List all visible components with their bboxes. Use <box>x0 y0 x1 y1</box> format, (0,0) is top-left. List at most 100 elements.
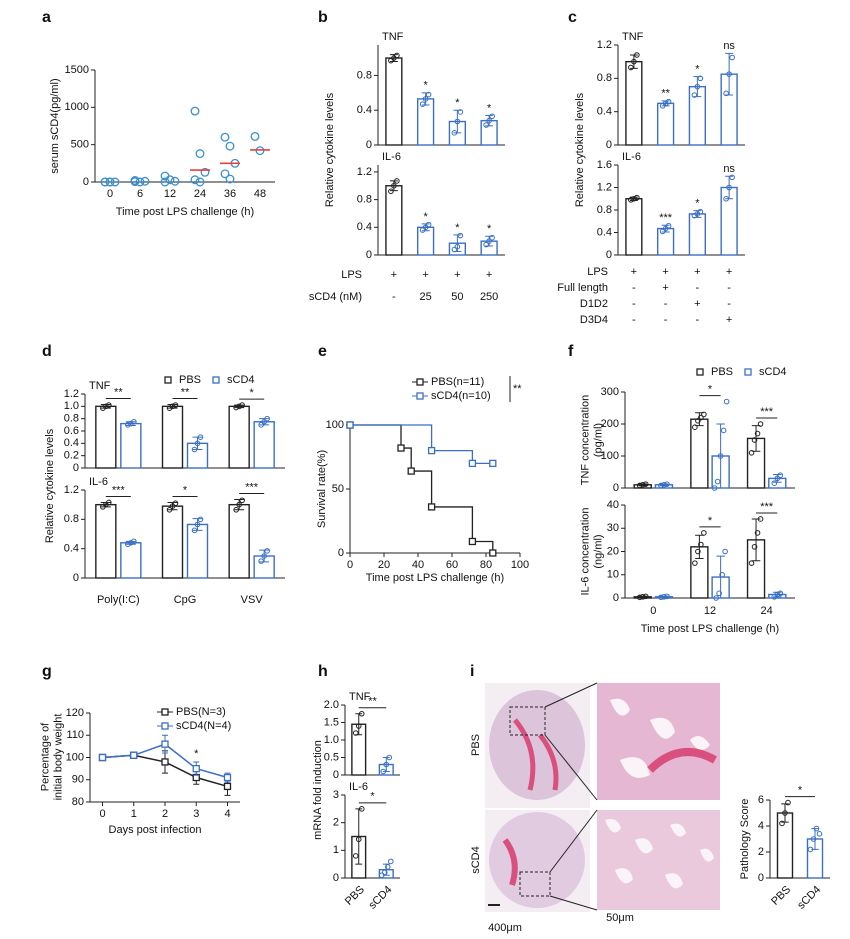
data-point <box>225 174 235 184</box>
condition-cell: - <box>632 282 636 294</box>
error-bar <box>421 92 430 106</box>
condition-cell: 250 <box>480 291 498 303</box>
data-point <box>131 538 137 545</box>
significance: * <box>708 384 713 396</box>
data-point <box>665 98 672 105</box>
error-bar <box>259 549 270 563</box>
y-tick-label: 100 <box>326 419 344 431</box>
error-bar <box>485 235 494 247</box>
y-tick-label: 0.4 <box>64 437 79 449</box>
data-point <box>774 475 781 482</box>
data-point <box>634 194 640 201</box>
condition-cell: - <box>392 291 396 303</box>
data-point <box>691 212 698 219</box>
bar <box>656 227 675 256</box>
bar <box>656 102 675 146</box>
data-point <box>236 403 242 410</box>
data-point <box>723 90 729 97</box>
data-point <box>807 846 814 853</box>
data-point <box>777 472 784 479</box>
significance: * <box>423 80 428 92</box>
data-point <box>105 177 115 187</box>
condition-cell: - <box>632 298 636 310</box>
y-tick-label: 90 <box>72 774 84 786</box>
y-tick-label: 120 <box>66 707 84 719</box>
y-tick-label: 0 <box>613 592 619 604</box>
error-bar <box>192 436 203 450</box>
x-tick-label: 0 <box>99 808 105 820</box>
data-point <box>782 810 788 816</box>
data-point <box>664 593 670 600</box>
condition-cell: - <box>727 298 731 310</box>
significance: *** <box>112 484 126 496</box>
data-point <box>636 594 643 601</box>
y-tick-label: 0.8 <box>357 194 372 206</box>
subplot-label: TNF <box>89 380 111 392</box>
data-point <box>662 100 669 107</box>
data-point <box>716 590 722 597</box>
y-tick-label: 0.8 <box>597 72 612 84</box>
data-point <box>195 177 205 187</box>
annotation: ** <box>513 383 522 395</box>
data-point <box>468 459 477 468</box>
x-tick-label: 12 <box>164 188 176 200</box>
x-tick-label: sCD4 <box>366 884 394 912</box>
data-point <box>195 149 205 159</box>
data-point <box>106 499 112 506</box>
data-point <box>161 740 169 748</box>
y-axis-label: serum sCD4(pg/ml) <box>49 78 61 173</box>
data-point <box>239 402 245 408</box>
data-point <box>407 467 415 475</box>
row-label: PBS <box>470 734 482 756</box>
y-tick-label: 1.2 <box>597 181 612 193</box>
bar <box>95 405 117 469</box>
data-point <box>777 590 784 597</box>
data-point <box>225 141 235 151</box>
data-point <box>661 594 667 600</box>
data-point <box>233 507 239 513</box>
data-point <box>380 768 387 775</box>
y-tick-label: 1.2 <box>597 39 612 51</box>
significance: ** <box>181 386 190 398</box>
data-point <box>692 560 698 566</box>
legend-marker <box>164 376 172 384</box>
data-point <box>714 478 721 485</box>
y-tick-label: 1.2 <box>357 166 372 178</box>
x-tick-label: 40 <box>412 559 424 571</box>
panel-letter: b <box>318 9 328 26</box>
bar <box>385 185 403 256</box>
y-tick-label: 4 <box>758 820 764 832</box>
data-point <box>489 549 497 557</box>
data-point <box>698 414 704 421</box>
condition-label: LPS <box>587 266 608 278</box>
data-point <box>720 427 727 434</box>
x-tick-label: 12 <box>704 605 716 617</box>
data-point <box>103 403 109 410</box>
data-point <box>729 174 735 181</box>
data-point <box>751 544 758 550</box>
data-point <box>697 208 704 215</box>
data-point <box>419 101 426 107</box>
legend-marker <box>161 722 169 730</box>
data-point <box>664 481 670 487</box>
y-tick-label: 0.6 <box>64 425 79 437</box>
data-point <box>135 177 145 187</box>
y-tick-label: 1500 <box>65 64 89 76</box>
data-point <box>489 459 497 468</box>
x-tick-label: 4 <box>224 808 230 820</box>
y-tick-label: 0 <box>366 139 372 151</box>
x-axis-label: Time post LPS challenge (h) <box>116 206 254 218</box>
significance: ** <box>114 386 123 398</box>
data-point <box>170 176 180 186</box>
data-point <box>172 500 179 507</box>
panel-letter: h <box>318 663 328 680</box>
zoom-line <box>544 734 598 801</box>
y-tick-label: 1.5 <box>324 716 339 728</box>
error-bar <box>629 54 638 69</box>
legend-label: PBS(n=11) <box>431 376 484 388</box>
y-tick-label: 0.4 <box>597 106 612 118</box>
data-point <box>161 758 169 766</box>
significance: * <box>423 211 428 223</box>
significance: * <box>798 785 803 797</box>
condition-cell: + <box>662 266 668 278</box>
